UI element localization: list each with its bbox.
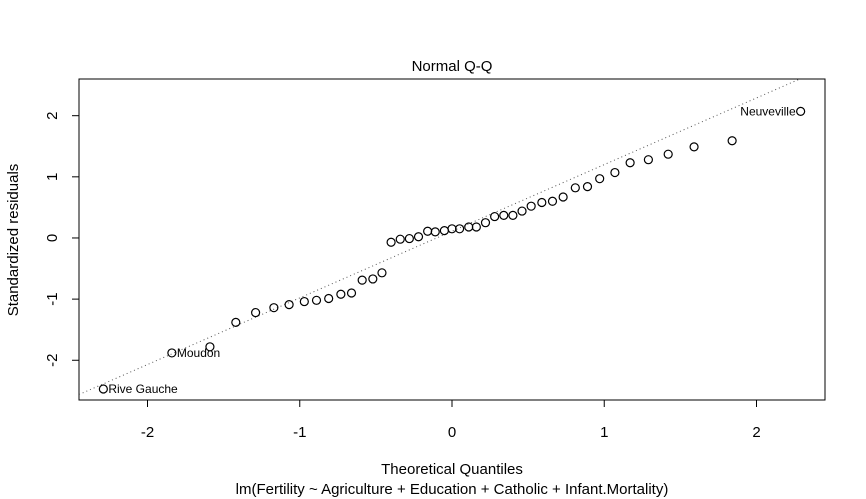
data-point bbox=[346, 288, 357, 298]
point-annotation: Moudon bbox=[177, 346, 220, 360]
data-point bbox=[430, 227, 440, 237]
data-point bbox=[167, 348, 177, 358]
data-point bbox=[464, 222, 474, 232]
data-point bbox=[311, 295, 322, 305]
data-point bbox=[205, 342, 215, 352]
data-point bbox=[413, 232, 424, 242]
y-tick-label: 1 bbox=[44, 173, 61, 181]
data-point bbox=[368, 274, 378, 284]
point-annotation: Neuveville bbox=[740, 105, 796, 119]
data-point bbox=[499, 210, 509, 220]
data-point bbox=[231, 317, 241, 327]
data-point bbox=[595, 174, 605, 184]
data-point bbox=[299, 296, 309, 307]
data-point bbox=[423, 226, 433, 236]
data-point bbox=[377, 268, 387, 278]
data-point bbox=[98, 384, 108, 394]
y-tick-label: 0 bbox=[44, 234, 61, 242]
data-point bbox=[570, 183, 580, 193]
data-point bbox=[625, 158, 635, 168]
data-point bbox=[727, 136, 737, 146]
data-point bbox=[269, 303, 279, 313]
data-point bbox=[284, 300, 294, 310]
data-point bbox=[447, 224, 457, 234]
data-point bbox=[582, 182, 593, 192]
data-point bbox=[357, 275, 367, 285]
data-point bbox=[395, 234, 405, 244]
y-tick-label: -1 bbox=[44, 292, 61, 305]
y-tick-label: -2 bbox=[44, 354, 61, 367]
data-point bbox=[471, 222, 481, 232]
points-layer bbox=[98, 106, 806, 394]
data-point bbox=[526, 201, 536, 211]
data-point bbox=[689, 142, 699, 152]
data-point bbox=[490, 211, 500, 222]
point-annotation: Rive Gauche bbox=[108, 382, 178, 396]
chart-title: Normal Q-Q bbox=[412, 58, 493, 75]
annotations-layer: Rive Gauche Moudon Neuveville bbox=[108, 105, 796, 397]
x-axis-label: Theoretical Quantiles bbox=[381, 461, 523, 478]
data-point bbox=[480, 218, 491, 228]
y-axis-label: Standardized residuals bbox=[5, 164, 22, 317]
x-tick-label: -2 bbox=[141, 424, 154, 441]
data-point bbox=[663, 149, 673, 159]
x-axis: -2 -1 0 1 2 bbox=[141, 400, 761, 441]
data-point bbox=[537, 197, 547, 208]
data-point bbox=[336, 289, 346, 299]
data-point bbox=[251, 307, 261, 318]
data-point bbox=[455, 224, 465, 234]
data-point bbox=[508, 210, 518, 220]
x-tick-label: -1 bbox=[293, 424, 306, 441]
x-tick-label: 1 bbox=[600, 424, 608, 441]
data-point bbox=[547, 196, 558, 206]
data-point bbox=[386, 237, 396, 247]
data-point bbox=[324, 293, 334, 304]
data-point bbox=[517, 206, 527, 216]
chart-subtitle: lm(Fertility ~ Agriculture + Education +… bbox=[236, 481, 669, 498]
y-axis: -2 -1 0 1 2 bbox=[44, 112, 79, 367]
y-tick-label: 2 bbox=[44, 112, 61, 120]
data-point bbox=[404, 233, 414, 244]
data-point bbox=[796, 106, 806, 117]
x-tick-label: 2 bbox=[752, 424, 760, 441]
data-point bbox=[610, 167, 620, 178]
x-tick-label: 0 bbox=[448, 424, 456, 441]
data-point bbox=[558, 192, 568, 202]
data-point bbox=[439, 226, 449, 236]
data-point bbox=[643, 155, 653, 165]
